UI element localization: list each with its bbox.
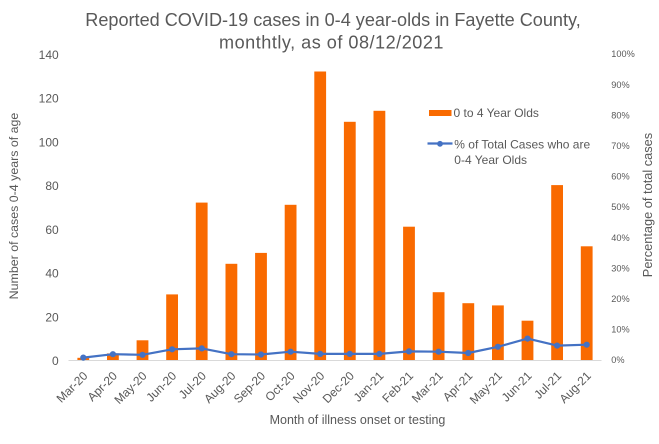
svg-text:30%: 30% [611,263,629,273]
svg-text:0: 0 [52,354,59,368]
svg-text:80%: 80% [611,110,629,120]
svg-text:100%: 100% [611,49,635,59]
svg-text:70%: 70% [611,141,629,151]
svg-text:Month of illness onset or test: Month of illness onset or testing [270,413,446,427]
svg-text:% of Total Cases who are: % of Total Cases who are [454,138,590,152]
svg-text:monthtly, as of 08/12/2021: monthtly, as of 08/12/2021 [219,33,444,53]
svg-text:50%: 50% [611,202,629,212]
svg-text:60: 60 [45,223,59,237]
svg-text:100: 100 [39,135,59,149]
svg-text:60%: 60% [611,172,629,182]
svg-text:20%: 20% [611,294,629,304]
svg-text:90%: 90% [611,80,629,90]
svg-text:80: 80 [45,179,59,193]
svg-text:10%: 10% [611,325,629,335]
svg-text:Percentage of total cases: Percentage of total cases [640,133,655,277]
svg-text:140: 140 [39,48,59,62]
svg-text:Number of cases 0-4 years of a: Number of cases 0-4 years of age [7,113,21,300]
svg-text:40: 40 [45,267,59,281]
svg-text:40%: 40% [611,233,629,243]
svg-text:0-4 Year Olds: 0-4 Year Olds [454,153,527,167]
svg-text:20: 20 [45,310,59,324]
svg-text:0%: 0% [611,355,624,365]
svg-text:0 to 4 Year Olds: 0 to 4 Year Olds [454,106,539,120]
svg-text:120: 120 [39,92,59,106]
svg-text:Reported COVID-19 cases in 0-4: Reported COVID-19 cases in 0-4 year-olds… [85,10,580,30]
